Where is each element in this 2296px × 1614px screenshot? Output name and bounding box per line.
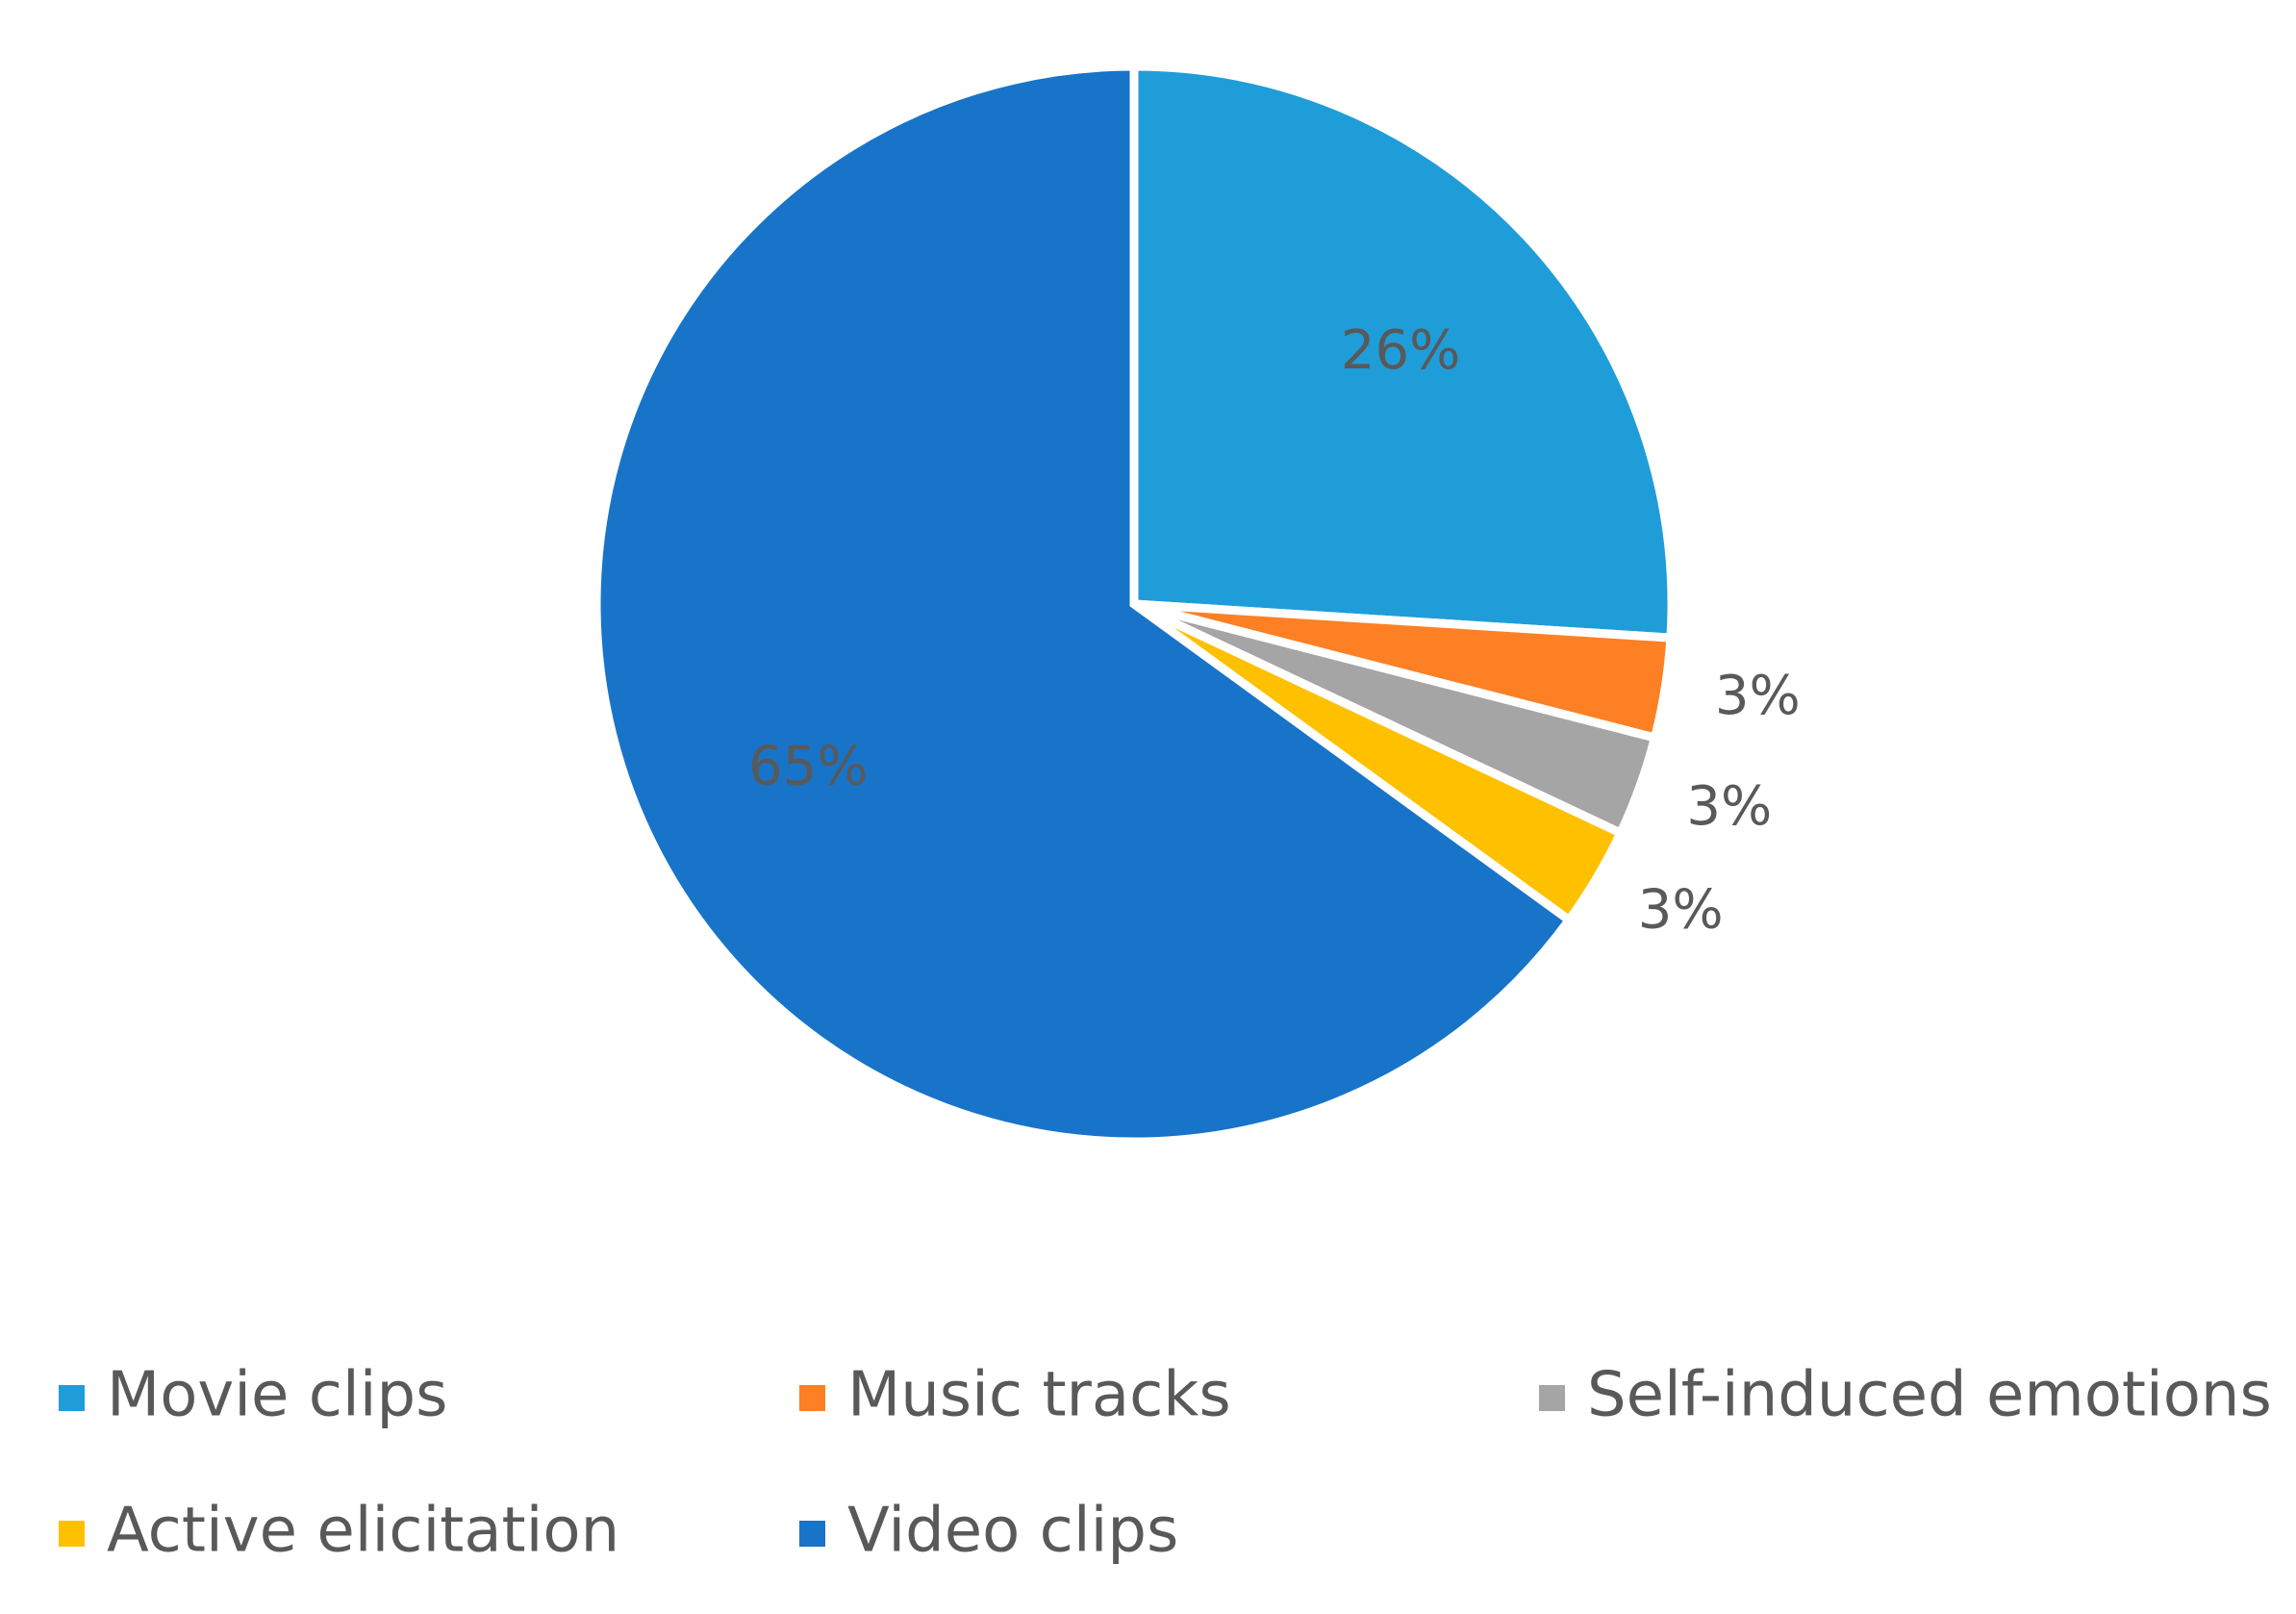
legend-label: Music tracks: [847, 1360, 1231, 1431]
pie-slice: [1129, 62, 1677, 643]
pie-slice: [592, 62, 1576, 1147]
data-label: 3%: [1686, 775, 1772, 838]
legend-swatch: [59, 1385, 85, 1411]
legend-swatch: [59, 1521, 85, 1547]
data-label: 65%: [748, 736, 868, 798]
data-label: 26%: [1341, 319, 1460, 382]
legend-swatch: [799, 1521, 825, 1547]
legend-swatch: [799, 1385, 825, 1411]
legend-label: Video clips: [847, 1496, 1178, 1567]
legend-label: Active elicitation: [107, 1496, 619, 1567]
legend-label: Movie clips: [107, 1360, 447, 1431]
data-label: 3%: [1715, 665, 1801, 727]
legend-swatch: [1539, 1385, 1565, 1411]
data-label: 3%: [1638, 879, 1724, 942]
legend-label: Self-induced emotions: [1587, 1360, 2272, 1431]
